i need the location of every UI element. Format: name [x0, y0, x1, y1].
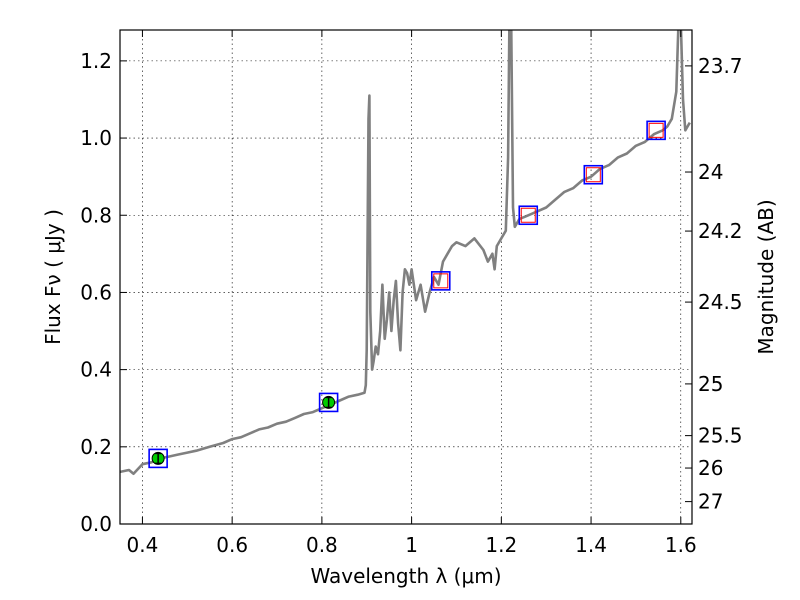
right-tick-label: 24	[698, 160, 723, 184]
photometry-point	[646, 120, 666, 141]
photometry-point	[518, 205, 539, 226]
model-flux-marker	[585, 167, 601, 183]
y-tick-label: 0.6	[80, 280, 112, 304]
y-tick-label: 1.0	[80, 126, 112, 150]
x-tick-label: 1.4	[575, 533, 607, 557]
plot-background	[120, 30, 692, 524]
x-tick-label: 1	[405, 533, 418, 557]
photometry-point	[148, 448, 168, 469]
right-tick-label: 25.5	[698, 424, 743, 448]
right-tick-label: 25	[698, 372, 723, 396]
x-tick-label: 0.8	[306, 533, 338, 557]
y-axis-label-right: Magnitude (AB)	[754, 199, 778, 354]
photometry-point	[318, 392, 339, 413]
y-axis-label-left: Flux Fν ( μJy )	[41, 209, 65, 345]
y-axis-left: 0.0 0.2 0.4 0.6 0.8 1.0 1.2	[80, 49, 127, 536]
photometry-point	[583, 164, 604, 185]
y-axis-right: 23.7 24 24.2 24.5 25 25.5 26 27	[685, 54, 743, 514]
bandpass-box	[646, 120, 666, 141]
photometry-point	[430, 271, 451, 291]
x-tick-label: 1.2	[485, 533, 517, 557]
x-tick-label: 0.4	[127, 533, 159, 557]
y-tick-label: 0.2	[80, 435, 112, 459]
x-axis-label: Wavelength λ (μm)	[310, 564, 501, 588]
right-tick-label: 24.5	[698, 290, 743, 314]
markers-layer	[148, 120, 666, 469]
model-flux-marker	[648, 122, 664, 138]
right-tick-label: 24.2	[698, 219, 743, 243]
y-tick-label: 0.0	[80, 512, 112, 536]
x-axis: 0.4 0.6 0.8 1 1.2 1.4 1.6	[127, 30, 697, 557]
right-tick-label: 26	[698, 456, 723, 480]
plot-frame	[119, 29, 693, 525]
bandpass-box	[583, 164, 604, 185]
model-flux-marker	[433, 273, 449, 289]
y-tick-label: 0.8	[80, 203, 112, 227]
bandpass-box	[430, 271, 451, 291]
x-tick-label: 1.6	[665, 533, 697, 557]
bandpass-box	[518, 205, 539, 226]
y-tick-label: 1.2	[80, 49, 112, 73]
y-tick-label: 0.4	[80, 358, 112, 382]
model-flux-marker	[520, 207, 536, 223]
right-tick-label: 23.7	[698, 54, 743, 78]
right-tick-label: 27	[698, 490, 723, 514]
x-tick-label: 0.6	[216, 533, 248, 557]
bandpass-box	[148, 448, 168, 469]
bandpass-box	[318, 392, 339, 413]
